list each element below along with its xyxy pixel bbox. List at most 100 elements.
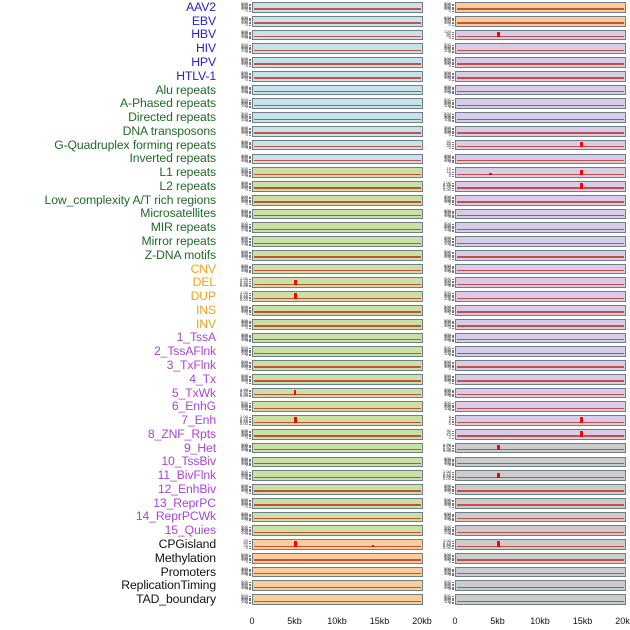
plot-area-left-21[interactable]: [252, 291, 423, 302]
plot-area-right-11[interactable]: [455, 153, 626, 165]
track-left-10[interactable]: 500 400 300 200 100 0: [228, 139, 423, 151]
track-right-13[interactable]: 1.00 0.75 0.50 0.25 0.00: [431, 181, 626, 192]
track-left-14[interactable]: 500 400 300 200 100 0: [228, 194, 423, 206]
track-left-1[interactable]: 500 400 300 200 100 0: [228, 15, 423, 27]
track-left-24[interactable]: 500 400 300 200 100 0: [228, 332, 423, 344]
track-left-37[interactable]: 500 400 300 200 100 0: [228, 511, 423, 523]
plot-area-right-33[interactable]: [455, 456, 626, 468]
plot-area-right-26[interactable]: [455, 360, 626, 371]
track-left-18[interactable]: 500 400 300 200 100 0: [228, 249, 423, 261]
track-left-16[interactable]: 500 400 300 200 100 0: [228, 222, 423, 234]
plot-area-right-39[interactable]: [455, 539, 626, 550]
track-left-0[interactable]: 500 400 300 200 100 0: [228, 2, 423, 13]
plot-area-right-8[interactable]: [455, 112, 626, 123]
track-right-23[interactable]: 500 400 300 200 100 0: [431, 318, 626, 330]
track-left-9[interactable]: 500 400 300 200 100 0: [228, 125, 423, 137]
track-right-39[interactable]: 1.00 0.75 0.50 0.25 0.00: [431, 539, 626, 550]
plot-area-left-24[interactable]: [252, 332, 423, 344]
plot-area-right-16[interactable]: [455, 222, 626, 234]
plot-area-left-9[interactable]: [252, 125, 423, 137]
plot-area-right-41[interactable]: [455, 566, 626, 578]
track-left-28[interactable]: 1.00 0.75 0.50 0.25 0.00: [228, 387, 423, 399]
track-left-13[interactable]: 500 400 300 200 100 0: [228, 181, 423, 192]
plot-area-right-25[interactable]: [455, 346, 626, 358]
track-right-43[interactable]: 500 400 300 200 100 0: [431, 594, 626, 605]
plot-area-left-12[interactable]: [252, 167, 423, 179]
plot-area-right-27[interactable]: [455, 373, 626, 385]
plot-area-left-32[interactable]: [252, 442, 423, 454]
plot-area-right-17[interactable]: [455, 236, 626, 247]
track-right-25[interactable]: 500 400 300 200 100 0: [431, 346, 626, 358]
track-right-26[interactable]: 500 400 300 200 100 0: [431, 360, 626, 371]
track-right-33[interactable]: 500 400 300 200 100 0: [431, 456, 626, 468]
track-right-11[interactable]: 500 400 300 200 100 0: [431, 153, 626, 165]
plot-area-right-29[interactable]: [455, 401, 626, 413]
track-right-29[interactable]: 500 400 300 200 100 0: [431, 401, 626, 413]
plot-area-left-31[interactable]: [252, 428, 423, 440]
track-left-12[interactable]: 500 400 300 200 100 0: [228, 167, 423, 179]
plot-area-right-22[interactable]: [455, 305, 626, 316]
track-left-26[interactable]: 500 400 300 200 100 0: [228, 360, 423, 371]
plot-area-right-2[interactable]: [455, 29, 626, 41]
track-right-16[interactable]: 500 400 300 200 100 0: [431, 222, 626, 234]
plot-area-left-16[interactable]: [252, 222, 423, 234]
track-right-2[interactable]: 120 80 40 0: [431, 29, 626, 41]
plot-area-left-10[interactable]: [252, 139, 423, 151]
plot-area-right-20[interactable]: [455, 277, 626, 289]
plot-area-right-24[interactable]: [455, 332, 626, 344]
plot-area-left-37[interactable]: [252, 511, 423, 523]
plot-area-right-5[interactable]: [455, 70, 626, 82]
plot-area-right-4[interactable]: [455, 57, 626, 68]
plot-area-left-4[interactable]: [252, 57, 423, 68]
track-right-40[interactable]: 500 400 300 200 100 0: [431, 552, 626, 564]
plot-area-left-40[interactable]: [252, 552, 423, 564]
plot-area-left-27[interactable]: [252, 373, 423, 385]
track-left-40[interactable]: 500 400 300 200 100 0: [228, 552, 423, 564]
plot-area-right-9[interactable]: [455, 125, 626, 137]
plot-area-right-0[interactable]: [455, 2, 626, 13]
track-right-6[interactable]: 500 400 300 200 100 0: [431, 84, 626, 96]
plot-area-left-11[interactable]: [252, 153, 423, 165]
plot-area-right-40[interactable]: [455, 552, 626, 564]
track-right-28[interactable]: 500 400 300 200 100 0: [431, 387, 626, 399]
track-right-4[interactable]: 500 400 300 200 100 0: [431, 57, 626, 68]
track-left-34[interactable]: 500 400 300 200 100 0: [228, 470, 423, 482]
track-left-39[interactable]: 75 50 25 0: [228, 539, 423, 550]
track-left-42[interactable]: 500 400 300 200 100 0: [228, 580, 423, 592]
plot-area-left-35[interactable]: [252, 484, 423, 495]
plot-area-left-6[interactable]: [252, 84, 423, 96]
plot-area-left-42[interactable]: [252, 580, 423, 592]
plot-area-left-20[interactable]: [252, 277, 423, 289]
track-right-20[interactable]: 500 400 300 200 100 0: [431, 277, 626, 289]
track-right-17[interactable]: 500 400 300 200 100 0: [431, 236, 626, 247]
track-left-6[interactable]: 500 400 300 200 100 0: [228, 84, 423, 96]
plot-area-left-28[interactable]: [252, 387, 423, 399]
plot-area-right-14[interactable]: [455, 194, 626, 206]
track-right-34[interactable]: 1.00 0.75 0.50 0.25 0.00: [431, 470, 626, 482]
track-left-23[interactable]: 500 400 300 200 100 0: [228, 318, 423, 330]
plot-area-left-26[interactable]: [252, 360, 423, 371]
track-right-31[interactable]: 30 20 10 0: [431, 428, 626, 440]
track-left-4[interactable]: 500 400 300 200 100 0: [228, 57, 423, 68]
track-left-27[interactable]: 500 400 300 200 100 0: [228, 373, 423, 385]
plot-area-right-6[interactable]: [455, 84, 626, 96]
track-right-35[interactable]: 500 400 300 200 100 0: [431, 484, 626, 495]
plot-area-right-42[interactable]: [455, 580, 626, 592]
track-right-5[interactable]: 500 400 300 200 100 0: [431, 70, 626, 82]
plot-area-left-38[interactable]: [252, 525, 423, 537]
track-left-21[interactable]: 1.00 0.75 0.50 0.25 0.00: [228, 291, 423, 302]
track-right-24[interactable]: 500 400 300 200 100 0: [431, 332, 626, 344]
track-right-10[interactable]: 60 40 20 0: [431, 139, 626, 151]
plot-area-left-15[interactable]: [252, 208, 423, 220]
track-right-36[interactable]: 500 400 300 200 100 0: [431, 497, 626, 509]
track-left-41[interactable]: 500 400 300 200 100 0: [228, 566, 423, 578]
plot-area-left-39[interactable]: [252, 539, 423, 550]
track-left-43[interactable]: 500 400 300 200 100 0: [228, 594, 423, 605]
plot-area-right-23[interactable]: [455, 318, 626, 330]
track-left-25[interactable]: 500 400 300 200 100 0: [228, 346, 423, 358]
plot-area-left-1[interactable]: [252, 15, 423, 27]
track-right-3[interactable]: 500 400 300 200 100 0: [431, 43, 626, 55]
plot-area-right-37[interactable]: [455, 511, 626, 523]
track-left-7[interactable]: 500 400 300 200 100 0: [228, 98, 423, 110]
track-left-38[interactable]: 500 400 300 200 100 0: [228, 525, 423, 537]
